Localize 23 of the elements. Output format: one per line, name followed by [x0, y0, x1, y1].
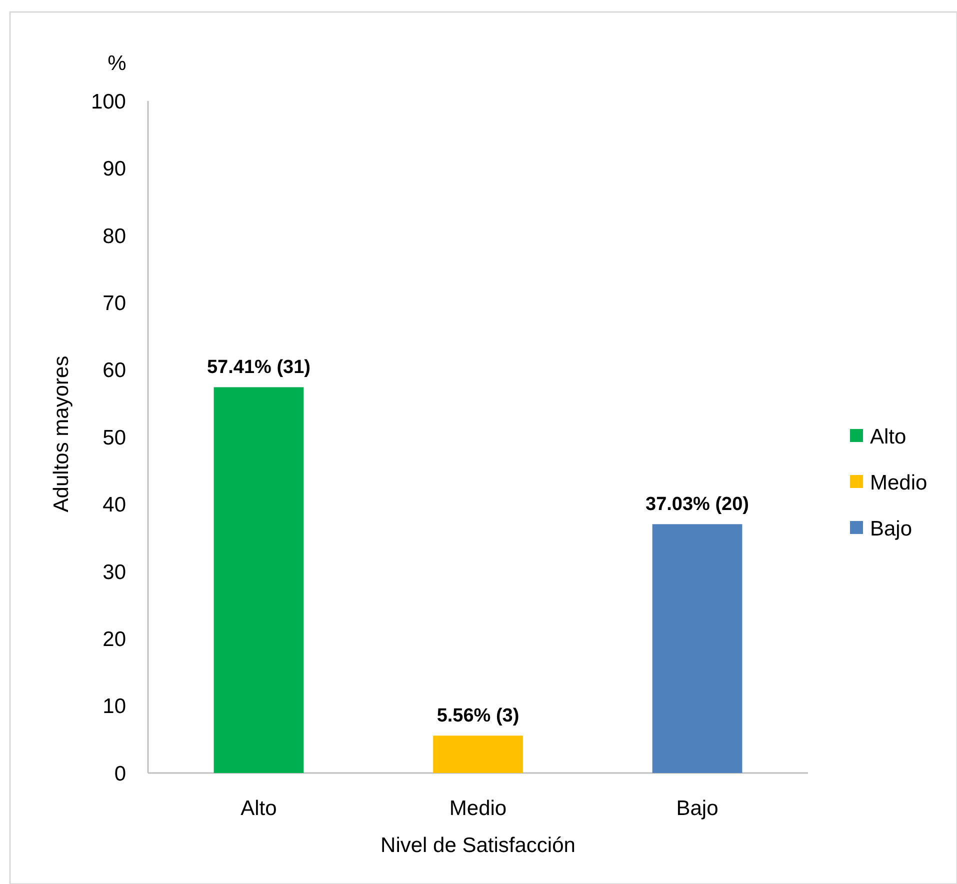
- data-label: 5.56% (3): [436, 706, 520, 727]
- legend-label: Medio: [870, 471, 928, 494]
- y-tick-label: 100: [90, 90, 126, 114]
- legend-label: Bajo: [870, 517, 912, 540]
- y-tick-label: 40: [102, 494, 126, 517]
- y-tick-label: 60: [102, 359, 126, 382]
- data-label: 37.03% (20): [646, 494, 750, 516]
- y-tick-label: 80: [102, 224, 126, 248]
- y-tick-label: 50: [102, 426, 126, 450]
- y-tick-label: 20: [102, 628, 126, 651]
- y-tick-label: 10: [102, 695, 126, 718]
- data-label: 57.41% (31): [206, 357, 310, 378]
- legend-label: Alto: [870, 425, 906, 448]
- y-tick-label: 0: [114, 762, 126, 786]
- y-tick-label: 70: [102, 292, 126, 315]
- x-axis-title: Nivel de Satisfacción: [380, 834, 576, 857]
- x-tick-label: Bajo: [676, 797, 718, 820]
- y-axis-title: Adultos mayores: [50, 356, 73, 512]
- y-tick-label: 30: [102, 560, 126, 584]
- y-tick-label: 90: [102, 158, 126, 181]
- text: %: [108, 52, 126, 75]
- x-tick-label: Alto: [240, 797, 277, 820]
- x-tick-label: Medio: [449, 797, 507, 820]
